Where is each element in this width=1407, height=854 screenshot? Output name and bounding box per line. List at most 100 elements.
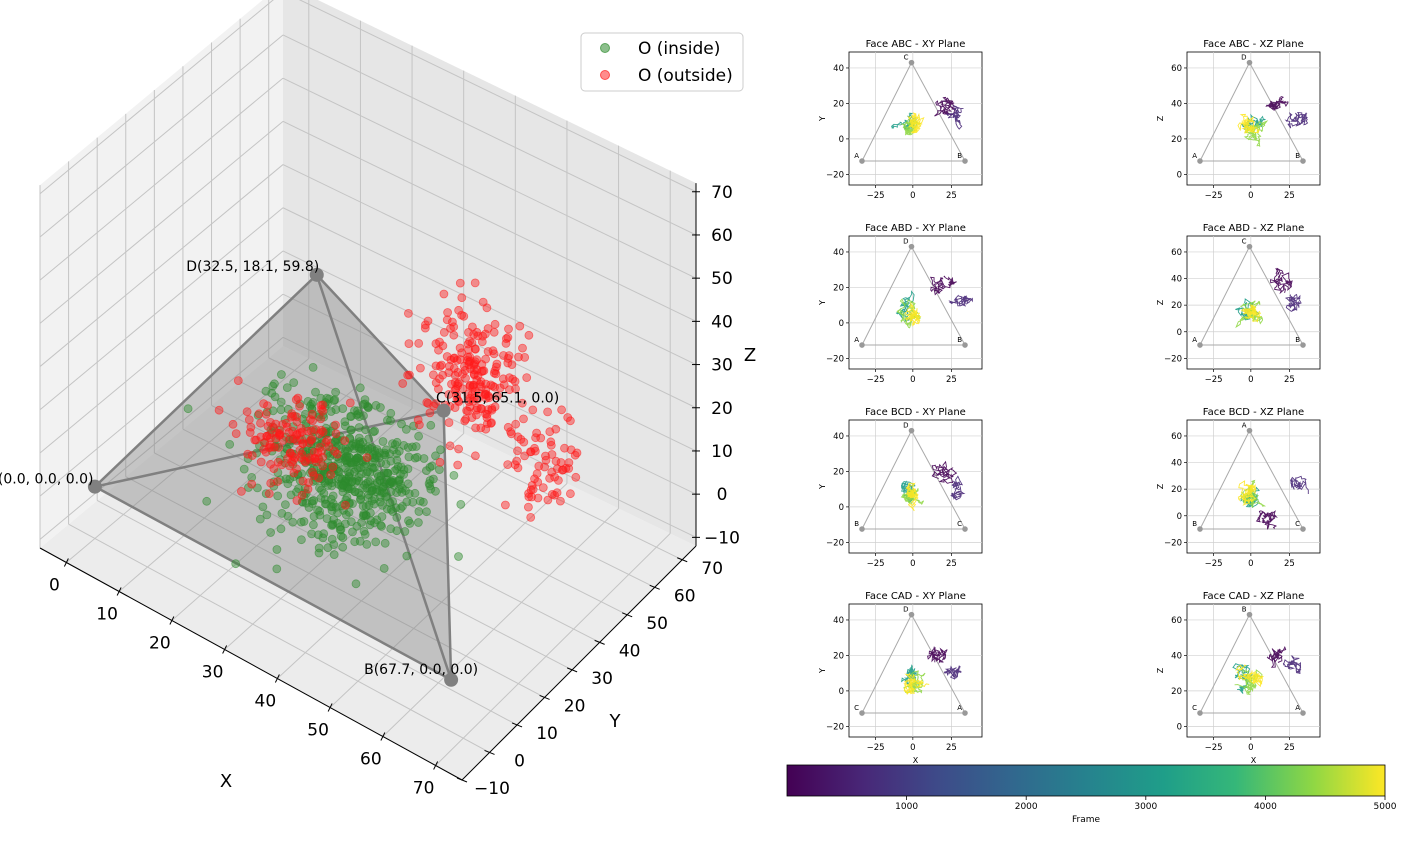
- scatter-point-inside: [400, 527, 410, 536]
- trajectory-mid: [901, 664, 918, 687]
- scatter-point-inside: [415, 496, 425, 506]
- x-tick-label: 60: [360, 750, 382, 770]
- scatter-point-outside: [273, 477, 282, 486]
- panel-vertex-label: B: [957, 152, 962, 160]
- panel-vertex-marker: [962, 710, 968, 716]
- panel-triangle: [861, 429, 966, 530]
- grid-line-x: [382, 508, 619, 737]
- scatter-point-inside: [394, 446, 404, 456]
- colorbar: 1000 2000 3000 4000 5000 Frame: [786, 764, 1397, 825]
- scatter-point-outside: [310, 453, 320, 463]
- z-tick-label: 30: [711, 356, 733, 376]
- scatter-point-outside: [256, 457, 266, 467]
- scatter-point-outside: [262, 431, 272, 441]
- scatter-point-outside: [287, 457, 297, 467]
- panel-vertex-marker: [1300, 342, 1306, 348]
- grid-line-x: [66, 358, 310, 563]
- scatter-point-outside: [285, 434, 295, 444]
- colorbar-tick-label: 5000: [1374, 802, 1397, 812]
- scatter-point-inside: [346, 517, 356, 527]
- panel-vertex-label: D: [1241, 54, 1246, 62]
- scatter-point-inside: [272, 564, 282, 574]
- scatter-point-outside: [475, 379, 485, 389]
- scatter-point-inside: [329, 550, 339, 559]
- scatter-point-inside: [351, 579, 361, 589]
- scatter-point-inside: [370, 426, 380, 436]
- x-tick-label: 40: [255, 692, 277, 712]
- scatter-point-inside: [333, 508, 343, 518]
- colorbar-label: Frame: [1072, 815, 1101, 825]
- axes-grid: [39, 0, 697, 781]
- scatter-point-inside: [397, 487, 407, 497]
- scatter-point-inside: [356, 469, 366, 479]
- panel-xlabel: X: [913, 756, 919, 765]
- scatter-point-inside: [285, 474, 295, 484]
- panel-triangle: [861, 61, 966, 162]
- panel-vertex-label: B: [1242, 606, 1247, 614]
- scatter-point-outside: [457, 293, 467, 303]
- panel-ytick-label: 40: [1171, 651, 1182, 661]
- scatter-point-outside: [564, 464, 574, 473]
- scatter-point-inside: [276, 370, 286, 379]
- z-axis-label: Z: [744, 345, 756, 366]
- scatter-point-inside: [386, 416, 395, 426]
- panel-ytick-label: 40: [1171, 99, 1182, 109]
- scatter-point-outside: [271, 419, 281, 429]
- panel-vertex-marker: [908, 611, 915, 618]
- scatter-point-outside: [297, 449, 307, 459]
- scatter-point-outside: [428, 370, 438, 380]
- panel-3: Face ABD - XY Plane Y −25 0 25 40 20 0 −20 A B D: [818, 223, 983, 385]
- x-tick: [116, 587, 122, 596]
- scatter-point-inside: [405, 519, 415, 528]
- scatter-point-inside: [354, 423, 364, 432]
- panel-ytick-label: 20: [833, 283, 844, 293]
- panel-2: Face ABC - XZ Plane Z −25 0 25 60 40 20 0 A B D: [1156, 39, 1321, 201]
- grid-line-y: [182, 428, 600, 643]
- scatter-point-inside: [314, 543, 324, 553]
- y-tick: [539, 694, 550, 700]
- panel-ytick-label: 0: [1177, 170, 1182, 180]
- scatter-point-inside: [300, 409, 310, 419]
- scatter-point-inside: [346, 412, 356, 422]
- scatter-point-outside: [303, 484, 313, 494]
- trajectory-late: [1240, 304, 1262, 323]
- panel-ytick-label: 20: [833, 467, 844, 477]
- scatter-point-inside: [326, 407, 336, 416]
- scatter-point-inside: [378, 482, 388, 492]
- scatter-point-outside: [261, 447, 271, 457]
- scatter-point-outside: [481, 393, 491, 403]
- scatter-point-inside: [354, 412, 364, 422]
- scatter-point-outside: [328, 462, 338, 472]
- scatter-point-inside: [334, 454, 344, 464]
- scatter-point-outside: [277, 460, 287, 470]
- x-axis-line: [39, 547, 463, 781]
- scatter-point-outside: [524, 502, 533, 512]
- scatter-point-inside: [351, 439, 361, 449]
- grid-line-z: [282, 164, 697, 366]
- scatter-point-outside: [295, 445, 305, 455]
- scatter-point-outside: [278, 419, 288, 429]
- vertex-label-A: A(0.0, 0.0, 0.0): [0, 472, 93, 488]
- scatter-point-inside: [454, 552, 463, 561]
- scatter-point-inside: [377, 512, 387, 521]
- scatter-point-inside: [413, 518, 423, 527]
- scatter-point-outside: [245, 428, 255, 437]
- scatter-point-inside: [280, 500, 290, 510]
- scatter-point-inside: [299, 517, 309, 526]
- scatter-point-outside: [520, 451, 529, 461]
- scatter-point-outside: [503, 460, 513, 470]
- x-tick: [433, 761, 439, 770]
- scatter-point-outside: [309, 447, 319, 457]
- scatter-point-outside: [307, 434, 317, 444]
- panel-vertex-label: C: [854, 704, 859, 712]
- scatter-point-outside: [455, 343, 465, 353]
- scatter-point-outside: [473, 394, 483, 404]
- scatter-point-outside: [492, 359, 502, 369]
- trajectory-late: [901, 118, 922, 136]
- scatter-point-inside: [367, 482, 377, 492]
- panel-vertex-marker: [908, 59, 915, 66]
- panel-frame: [848, 235, 983, 370]
- panel-ylabel: Y: [818, 668, 827, 674]
